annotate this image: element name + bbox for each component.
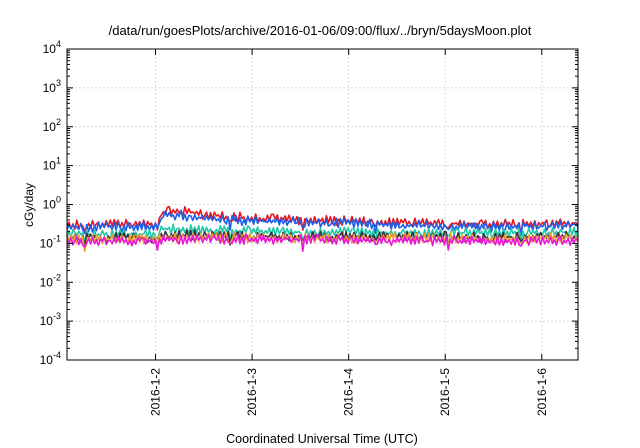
y-tick-label: 10-4 [40, 350, 61, 367]
axes: 10-4 10-3 10-2 10-1 100 101 102 103 104 2016-1-2 2… [40, 39, 578, 416]
y-tick-label: 10-1 [40, 233, 61, 250]
x-tick-label: 2016-1-4 [342, 368, 356, 416]
series-line [66, 205, 579, 235]
x-tick-label: 2016-1-5 [438, 368, 452, 416]
x-axis-label: Coordinated Universal Time (UTC) [226, 432, 418, 446]
y-tick-label: 100 [43, 195, 61, 212]
x-tick-label: 2016-1-2 [149, 368, 163, 416]
y-tick-label: 10-3 [40, 311, 61, 328]
y-tick-label: 101 [43, 156, 61, 173]
series-line [66, 233, 579, 252]
x-tick-label: 2016-1-3 [245, 368, 259, 416]
series-layer [66, 205, 579, 252]
y-tick-label: 10-2 [40, 272, 61, 289]
grid [67, 49, 578, 360]
y-tick-label: 103 [43, 78, 61, 95]
x-tick-label: 2016-1-6 [535, 368, 549, 416]
y-tick-label: 102 [43, 117, 61, 134]
y-tick-label: 104 [43, 39, 61, 56]
series-line [66, 223, 579, 244]
chart-title: /data/run/goesPlots/archive/2016-01-06/0… [109, 23, 532, 38]
y-axis-label: cGy/day [22, 183, 36, 227]
series-line [66, 209, 579, 237]
